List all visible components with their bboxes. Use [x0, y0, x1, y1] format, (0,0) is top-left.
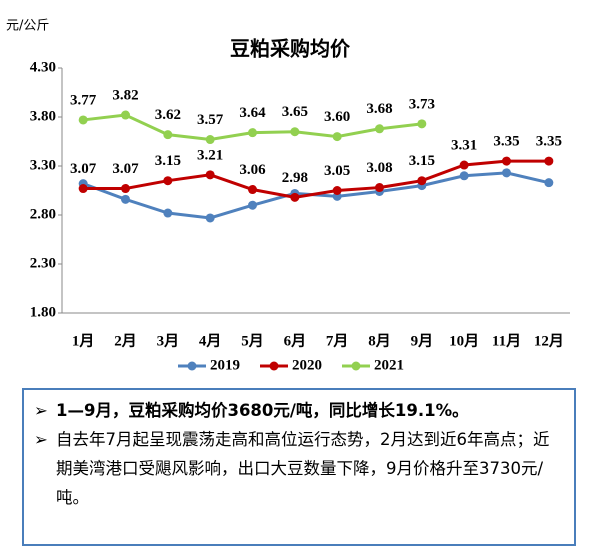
point	[459, 171, 469, 181]
legend-marker	[269, 361, 279, 371]
series-line	[83, 159, 549, 199]
point	[78, 184, 88, 194]
point	[163, 176, 173, 186]
point	[163, 208, 173, 218]
data-label: 2.98	[282, 170, 308, 186]
data-label: 3.06	[239, 162, 266, 178]
y-tick-label: 2.80	[30, 206, 56, 222]
point	[205, 135, 215, 145]
point	[121, 194, 130, 204]
point	[544, 178, 554, 188]
data-label: 3.68	[366, 101, 392, 117]
point	[248, 128, 257, 138]
note-text: 1—9月，豆粕采购均价3680元/吨，同比增长19.1%。	[56, 401, 469, 420]
bullet-icon: ➢	[34, 430, 48, 449]
data-label: 3.07	[112, 161, 139, 177]
x-tick-label: 5月	[241, 332, 264, 349]
point	[544, 156, 554, 166]
data-label: 3.73	[409, 96, 435, 112]
legend-label: 2021	[374, 357, 404, 373]
data-label: 3.15	[155, 153, 181, 169]
point	[121, 184, 130, 194]
data-label: 3.60	[324, 109, 350, 125]
data-label: 3.62	[155, 107, 181, 123]
x-tick-label: 8月	[368, 332, 391, 349]
x-tick-label: 2月	[114, 332, 137, 349]
data-label: 3.64	[239, 105, 266, 121]
legend-label: 2019	[210, 357, 240, 373]
data-label: 3.35	[536, 134, 562, 150]
data-label: 3.35	[493, 134, 519, 150]
point	[205, 213, 215, 223]
y-tick-label: 3.30	[30, 157, 56, 173]
x-tick-label: 10月	[449, 332, 479, 349]
x-tick-label: 1月	[72, 332, 95, 349]
note-text: 自去年7月起呈现震荡走高和高位运行态势，2月达到近6年高点；近期美湾港口受飓风影…	[56, 430, 550, 507]
data-label: 3.08	[366, 160, 392, 176]
point	[332, 186, 342, 195]
y-tick-label: 3.80	[30, 108, 56, 124]
data-label: 3.07	[70, 161, 97, 177]
x-tick-label: 11月	[492, 332, 521, 349]
point	[375, 124, 384, 134]
y-axis-label: 元/公斤	[6, 19, 49, 34]
legend-label: 2020	[292, 357, 322, 373]
point	[375, 183, 384, 193]
point	[417, 176, 427, 186]
data-label: 3.31	[451, 137, 477, 153]
note: ➢ 1—9月，豆粕采购均价3680元/吨，同比增长19.1%。	[34, 396, 564, 425]
point	[163, 130, 173, 140]
bullet-icon: ➢	[34, 401, 48, 420]
x-tick-label: 7月	[326, 332, 349, 349]
point	[502, 168, 511, 178]
data-label: 3.21	[197, 147, 223, 163]
point	[205, 170, 215, 180]
point	[332, 132, 342, 142]
legend-marker	[351, 361, 361, 371]
x-tick-label: 9月	[411, 332, 434, 349]
chart: 元/公斤 豆粕采购均价 1.80 2.30 2.80 3.30 3.80 4.30 1月 2月…	[6, 19, 570, 373]
note: ➢ 自去年7月起呈现震荡走高和高位运行态势，2月达到近6年高点；近期美湾港口受飓风…	[34, 425, 564, 512]
legend-marker	[187, 361, 197, 371]
chart-title: 豆粕采购均价	[230, 37, 351, 61]
point	[417, 119, 427, 129]
point	[290, 127, 300, 137]
x-tick-label: 4月	[199, 332, 222, 349]
point	[121, 110, 130, 120]
point	[248, 200, 257, 210]
data-label: 3.15	[409, 153, 435, 169]
point	[248, 185, 257, 195]
data-label: 3.05	[324, 163, 350, 179]
y-tick-label: 4.30	[30, 59, 56, 75]
notes-box: ➢ 1—9月，豆粕采购均价3680元/吨，同比增长19.1%。 ➢ 自去年7月起呈现震…	[22, 388, 576, 546]
x-tick-label: 12月	[534, 332, 564, 349]
y-tick-label: 2.30	[30, 255, 56, 271]
data-label: 3.57	[197, 112, 224, 128]
x-tick-label: 3月	[157, 332, 180, 349]
point	[502, 156, 511, 166]
x-tick-label: 6月	[284, 332, 307, 349]
data-label: 3.77	[70, 92, 97, 108]
point	[78, 115, 88, 125]
data-label: 3.65	[282, 104, 308, 120]
point	[459, 160, 469, 170]
point	[290, 192, 300, 202]
data-label: 3.82	[112, 87, 138, 103]
y-tick-label: 1.80	[30, 304, 56, 320]
